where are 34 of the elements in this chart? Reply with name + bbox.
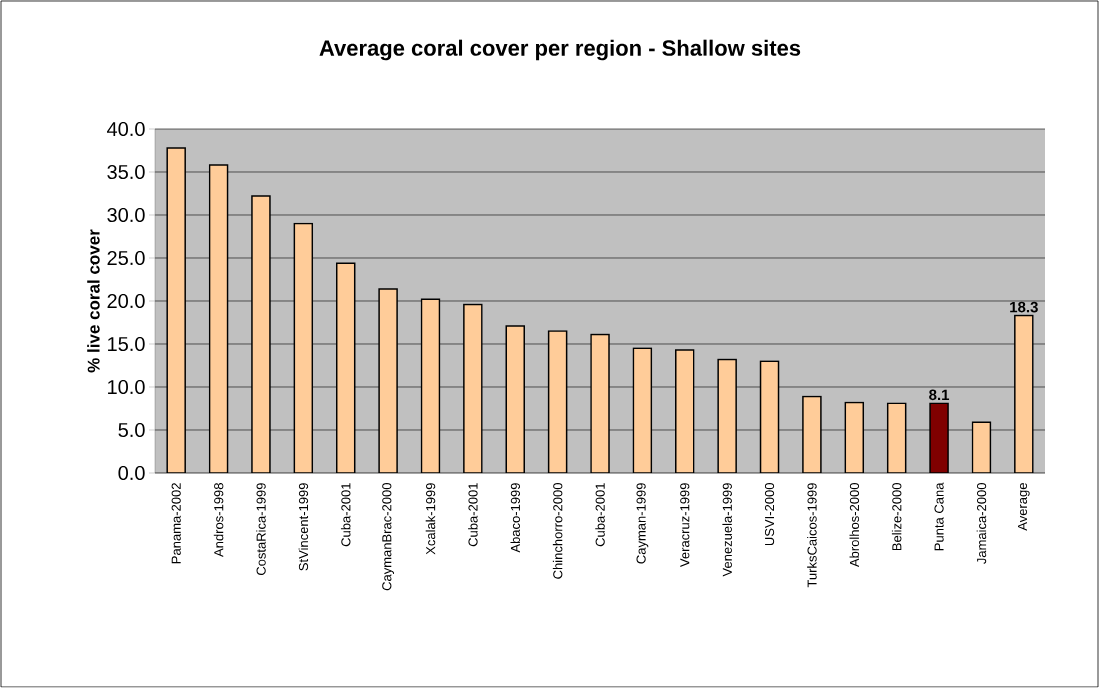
y-tick-label: 5.0 [118,422,145,438]
y-axis-title: % live coral cover [87,229,100,373]
y-tick-label: 30.0 [107,207,145,223]
chart-title: Average coral cover per region - Shallow sites [319,39,801,61]
x-tick-label: Abrolhos-2000 [849,483,860,568]
x-tick-label: CaymanBrac-2000 [382,483,394,591]
x-tick-label: Venezuela-1999 [722,483,732,577]
x-tick-label: Cayman-1999 [636,483,649,564]
x-tick-label: USVI-2000 [764,483,775,546]
x-tick-label: TurksCaicos-1999 [807,483,817,588]
x-tick-label: Xcalak-1999 [425,483,436,555]
x-tick-label: Cuba-2001 [340,483,351,547]
x-tick-label: Abaco-1999 [510,483,521,553]
x-tick-label: Cuba-2001 [468,483,478,547]
y-tick-label: 0.0 [118,465,145,481]
data-label: 18.3 [1010,301,1038,313]
y-tick-label: 10.0 [108,379,145,395]
x-tick-label: CostaRica-1999 [256,483,266,576]
x-tick-label: StVincent-1999 [298,483,309,571]
data-label: 8.1 [929,389,950,401]
x-tick-label: Andros-1998 [213,483,224,557]
x-tick-label: Veracruz-1999 [680,483,690,568]
y-tick-label: 20.0 [107,293,145,309]
x-tick-label: Jamaica-2000 [976,483,987,564]
y-tick-label: 25.0 [107,250,145,266]
x-tick-label: Chinchorro-2000 [552,483,563,579]
x-tick-label: Punta Cana [934,482,944,551]
x-tick-label: Cuba-2001 [595,483,605,547]
y-tick-label: 35.0 [107,164,145,180]
x-tick-label: Belize-2000 [891,483,902,551]
x-tick-label: Panama-2002 [171,483,181,564]
y-tick-label: 40.0 [107,121,145,137]
y-tick-label: 15.0 [108,336,145,352]
x-tick-label: Average [1018,483,1030,531]
